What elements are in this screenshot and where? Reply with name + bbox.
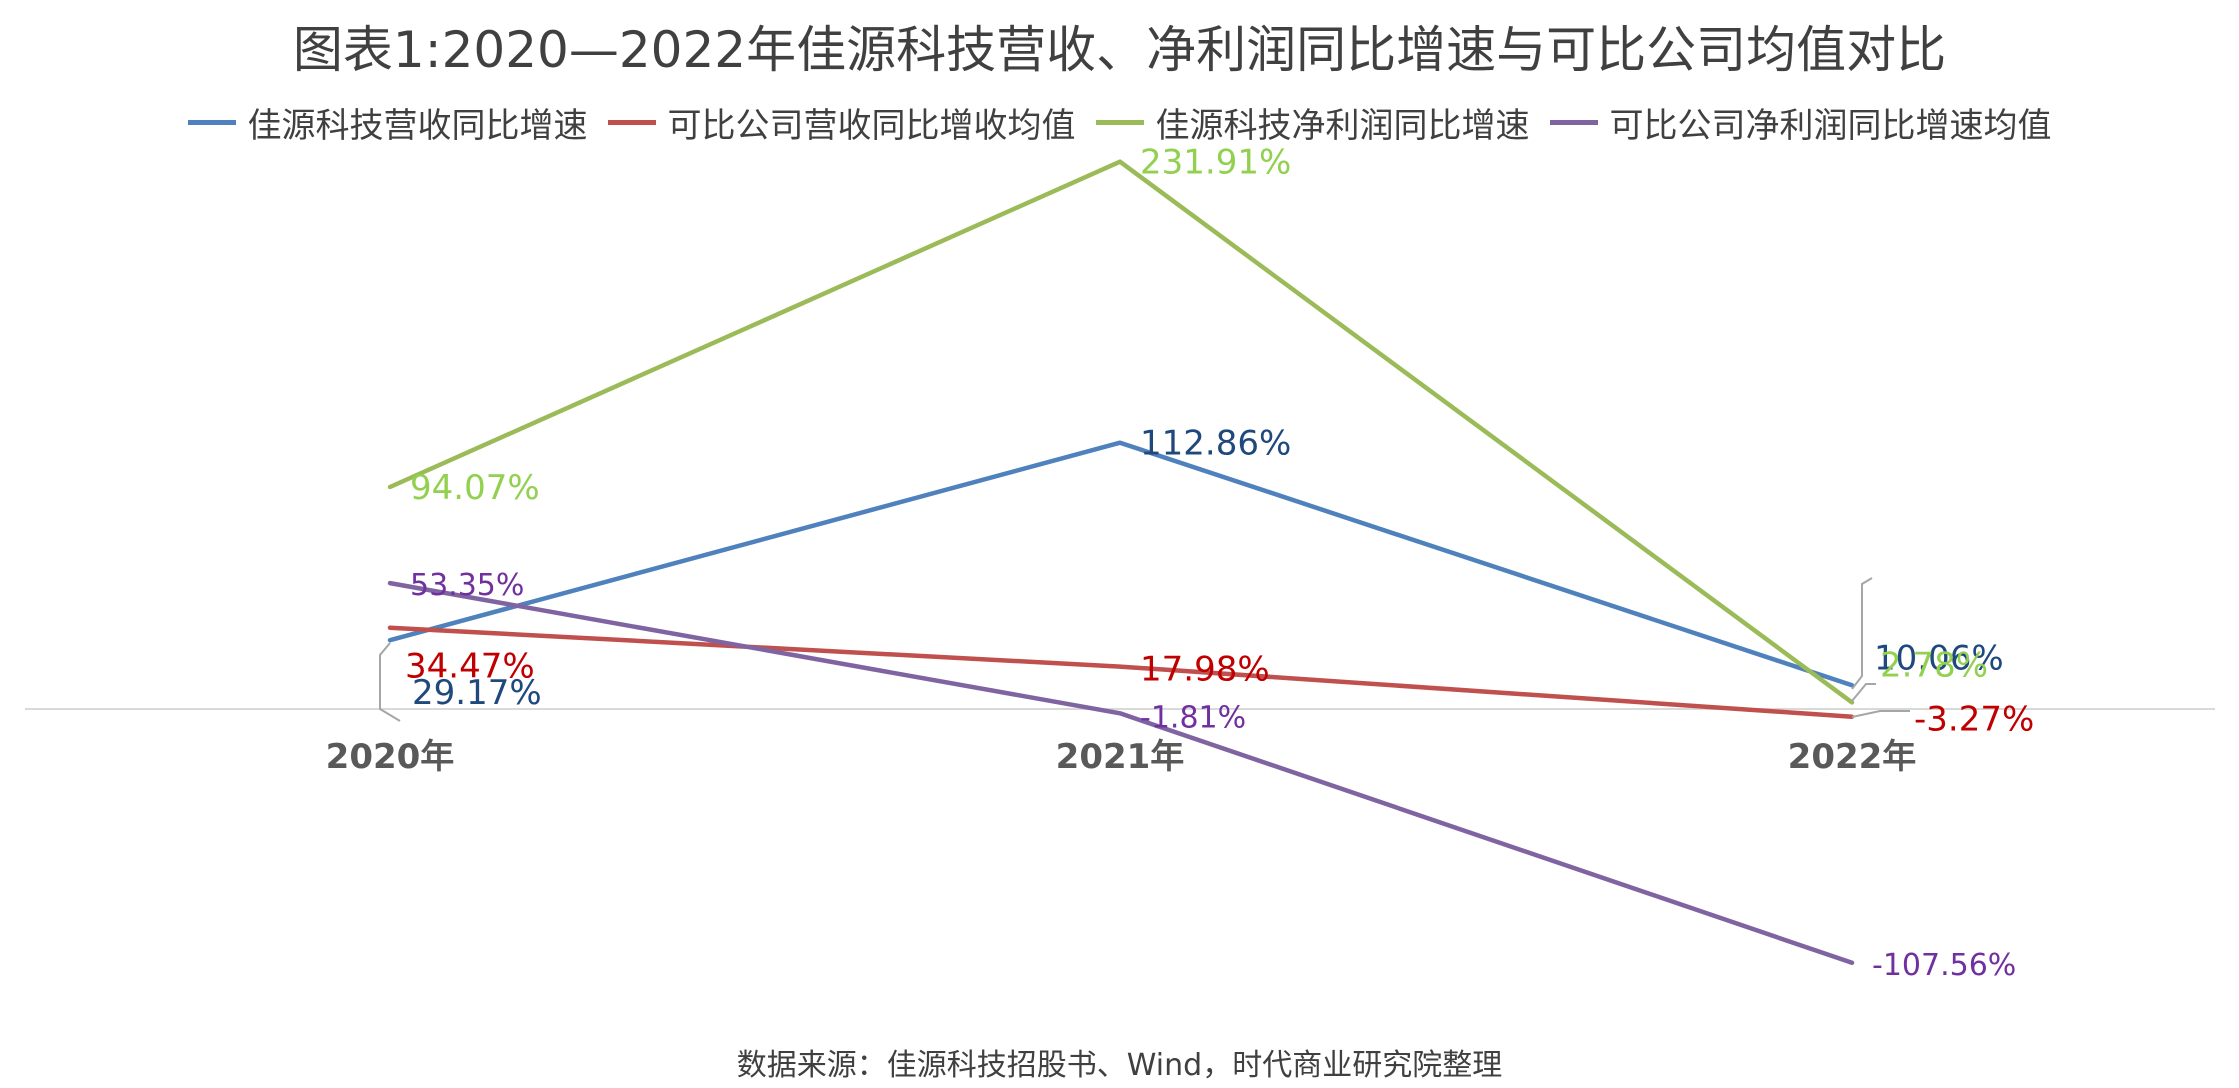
leader-line xyxy=(1851,710,1910,718)
legend-item: 佳源科技净利润同比增速 xyxy=(1095,98,1530,147)
legend: 佳源科技营收同比增速 可比公司营收同比增收均值 佳源科技净利润同比增速 可比公司净利润… xyxy=(0,98,2239,147)
legend-swatch xyxy=(187,120,236,125)
data-label: -107.56% xyxy=(1872,948,2016,983)
x-tick-label: 2020年 xyxy=(326,737,455,777)
data-label: 10.06% xyxy=(1874,638,2004,678)
data-label: 2.78% xyxy=(1880,645,1988,685)
legend-label: 可比公司净利润同比增速均值 xyxy=(1609,106,2052,146)
x-tick-label: 2022年 xyxy=(1788,737,1917,777)
data-label: 34.47% xyxy=(405,647,535,687)
legend-item: 佳源科技营收同比增速 xyxy=(187,98,588,147)
data-label: 53.35% xyxy=(410,568,524,603)
series-line xyxy=(387,440,1855,688)
data-label: 94.07% xyxy=(410,468,540,508)
data-label: 17.98% xyxy=(1140,650,1270,690)
leader-line xyxy=(379,642,401,722)
leader-line xyxy=(1851,577,1873,690)
legend-swatch xyxy=(607,120,656,125)
chart-title: 图表1:2020—2022年佳源科技营收、净利润同比增速与可比公司均值对比 xyxy=(292,21,1947,79)
source-note: 数据来源：佳源科技招股书、Wind，时代商业研究院整理 xyxy=(736,1048,1503,1083)
series-line xyxy=(387,625,1855,719)
series-line xyxy=(387,159,1855,705)
x-tick-label: 2021年 xyxy=(1056,737,1185,777)
data-label: 112.86% xyxy=(1140,424,1291,464)
series-line xyxy=(387,580,1855,966)
legend-label: 可比公司营收同比增收均值 xyxy=(667,106,1076,146)
legend-label: 佳源科技净利润同比增速 xyxy=(1155,106,1530,146)
legend-swatch xyxy=(1095,120,1144,125)
legend-label: 佳源科技营收同比增速 xyxy=(247,106,588,146)
data-label: -3.27% xyxy=(1914,700,2034,740)
legend-item: 可比公司净利润同比增速均值 xyxy=(1549,98,2052,147)
legend-item: 可比公司营收同比增收均值 xyxy=(607,98,1076,147)
legend-swatch xyxy=(1549,120,1598,125)
data-label: 29.17% xyxy=(412,673,542,713)
leader-line xyxy=(1851,683,1876,702)
data-label: -1.81% xyxy=(1140,700,1246,735)
data-label: 231.91% xyxy=(1140,143,1291,183)
